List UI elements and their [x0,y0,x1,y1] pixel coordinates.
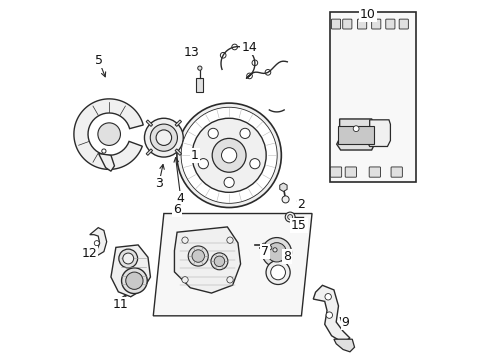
Text: 8: 8 [283,251,291,264]
Circle shape [126,272,143,289]
Circle shape [273,248,277,252]
FancyBboxPatch shape [371,19,381,29]
Circle shape [227,237,233,243]
Polygon shape [174,227,241,293]
Circle shape [188,246,208,266]
Circle shape [98,123,121,145]
Circle shape [250,159,260,169]
Polygon shape [146,149,152,156]
Circle shape [288,215,293,220]
Circle shape [214,256,225,266]
Text: 11: 11 [113,298,129,311]
Circle shape [211,253,228,270]
Circle shape [212,138,246,172]
Text: 13: 13 [183,46,199,59]
Text: 2: 2 [297,198,305,211]
Circle shape [182,237,188,243]
Circle shape [240,128,250,139]
Circle shape [182,277,188,283]
Text: 12: 12 [81,247,97,260]
Polygon shape [111,245,150,297]
Polygon shape [175,149,182,156]
Polygon shape [338,126,373,144]
Polygon shape [280,183,287,192]
Text: 7: 7 [262,245,270,258]
Text: 3: 3 [155,177,163,190]
Polygon shape [98,154,115,171]
Circle shape [224,177,234,188]
Polygon shape [334,339,355,352]
FancyBboxPatch shape [358,19,367,29]
FancyBboxPatch shape [331,19,341,29]
Circle shape [177,103,281,207]
Circle shape [262,238,292,267]
Text: 6: 6 [173,203,181,216]
Polygon shape [175,120,182,126]
Circle shape [267,243,286,262]
Text: 10: 10 [360,8,376,21]
Text: 4: 4 [177,192,185,205]
Circle shape [270,265,286,280]
FancyBboxPatch shape [330,167,342,177]
Circle shape [102,149,106,153]
Polygon shape [367,120,391,147]
Text: 15: 15 [291,219,307,231]
Circle shape [123,253,134,264]
Circle shape [326,312,333,318]
Circle shape [282,196,289,203]
Circle shape [227,277,233,283]
Circle shape [150,124,177,151]
Polygon shape [74,99,143,170]
Circle shape [94,240,99,246]
Circle shape [198,159,208,169]
Circle shape [119,249,138,268]
FancyBboxPatch shape [369,167,380,177]
Text: 9: 9 [342,316,349,329]
FancyBboxPatch shape [391,167,402,177]
Bar [330,13,416,182]
Text: 14: 14 [242,41,257,54]
Circle shape [192,118,266,192]
Bar [196,78,203,92]
Circle shape [156,130,172,145]
Circle shape [122,268,147,293]
Circle shape [266,260,290,284]
FancyBboxPatch shape [345,167,357,177]
Circle shape [181,107,277,203]
Polygon shape [146,120,152,126]
FancyBboxPatch shape [399,19,408,29]
Text: 1: 1 [191,149,199,162]
Circle shape [192,250,204,262]
Circle shape [198,66,202,70]
Circle shape [221,148,237,163]
Polygon shape [153,213,312,316]
Circle shape [285,212,295,222]
FancyBboxPatch shape [386,19,395,29]
Text: 5: 5 [95,54,102,67]
Circle shape [353,126,359,131]
Circle shape [145,118,183,157]
FancyBboxPatch shape [343,19,352,29]
Circle shape [208,128,218,139]
Circle shape [268,246,272,250]
Circle shape [262,243,266,247]
Polygon shape [313,285,350,343]
Circle shape [325,293,331,300]
Polygon shape [337,119,374,150]
Polygon shape [90,228,107,256]
